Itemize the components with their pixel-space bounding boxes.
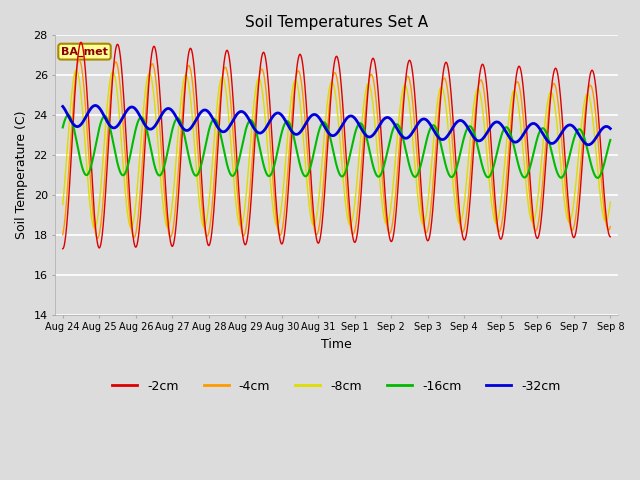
X-axis label: Time: Time	[321, 338, 352, 351]
Y-axis label: Soil Temperature (C): Soil Temperature (C)	[15, 111, 28, 239]
Legend: -2cm, -4cm, -8cm, -16cm, -32cm: -2cm, -4cm, -8cm, -16cm, -32cm	[108, 375, 566, 398]
Title: Soil Temperatures Set A: Soil Temperatures Set A	[245, 15, 428, 30]
Text: BA_met: BA_met	[61, 47, 108, 57]
